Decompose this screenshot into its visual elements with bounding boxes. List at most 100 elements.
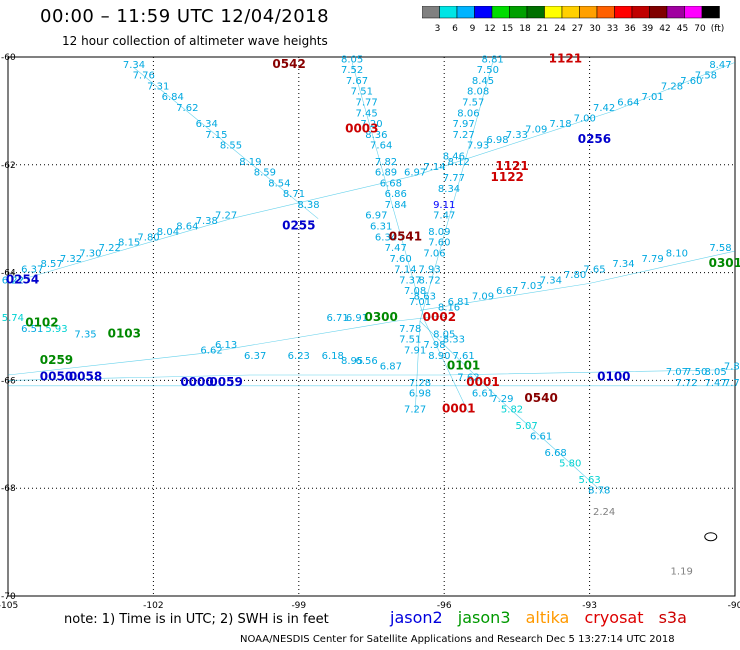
scale-tick-label: 30 <box>589 24 601 34</box>
chart-title: 00:00 – 11:59 UTC 12/04/2018 <box>40 6 330 27</box>
pass-time-label: 0000 <box>180 375 213 389</box>
wave-height-label: 7.01 <box>409 297 431 308</box>
wave-height-label: 8.54 <box>268 178 290 189</box>
wave-height-label: 7.77 <box>443 173 465 184</box>
wave-height-label: 7.29 <box>491 394 513 405</box>
pass-time-label: 0003 <box>345 121 378 135</box>
pass-time-label: 0001 <box>466 375 499 389</box>
wave-height-label: 1.19 <box>671 566 693 577</box>
wave-height-label: 6.86 <box>385 189 407 200</box>
wave-height-label: 7.35 <box>74 329 96 340</box>
wave-height-label: 8.72 <box>419 275 441 286</box>
wave-height-label: 8.46 <box>443 151 465 162</box>
map-frame <box>7 56 736 597</box>
wave-height-label: 8.33 <box>443 335 465 346</box>
scale-tick-label: 33 <box>607 24 618 34</box>
island-outline <box>704 532 718 542</box>
wave-height-label: 8.38 <box>297 200 319 211</box>
wave-height-label: 6.34 <box>375 232 397 243</box>
satellite-track <box>419 250 736 311</box>
y-tick-label: -66 <box>1 376 16 386</box>
wave-height-label: 7.34 <box>540 275 562 286</box>
wave-height-label: 8.05 <box>341 54 363 65</box>
wave-height-label: 6.61 <box>472 389 494 400</box>
wave-height-label: 8.47 <box>709 60 731 71</box>
wave-height-label: 7.09 <box>472 292 494 303</box>
wave-height-label: 7.93 <box>419 265 441 276</box>
pass-time-label: 1121 <box>549 51 582 65</box>
wave-height-label: 7.27 <box>452 130 474 141</box>
wave-height-label: 8.06 <box>457 108 479 119</box>
pass-time-label: 0100 <box>597 369 630 383</box>
wave-height-label: 7.62 <box>176 103 198 114</box>
wave-height-label: 6.37 <box>21 265 43 276</box>
wave-height-label: 6.71 <box>326 313 348 324</box>
wave-height-label: 8.19 <box>239 157 261 168</box>
wave-height-label: 7.60 <box>389 254 411 265</box>
wave-height-label: 7.82 <box>375 157 397 168</box>
pass-time-label: 1122 <box>491 170 524 184</box>
wave-height-label: 7.82 <box>724 362 740 373</box>
satellite-s3a: s3a <box>658 608 687 627</box>
color-scale-legend: 3 6 9 12 15 18 21 24 27 30 33 36 39 42 45 70 (ft) <box>422 6 724 34</box>
wave-height-label: 8.45 <box>472 76 494 87</box>
pass-time-label: 0102 <box>25 316 58 330</box>
wave-height-label: 5.63 <box>578 475 600 486</box>
wave-height-label: 8.09 <box>428 227 450 238</box>
pass-time-label: 0542 <box>272 57 305 71</box>
footer-credit: NOAA/NESDIS Center for Satellite Applica… <box>240 634 675 645</box>
wave-height-label: 8.57 <box>40 259 62 270</box>
wave-height-label: 7.84 <box>385 200 407 211</box>
wave-height-label: 7.03 <box>520 281 542 292</box>
x-tick-label: -96 <box>437 601 452 610</box>
wave-height-label: 8.71 <box>283 189 305 200</box>
wave-height-label: 7.00 <box>574 114 596 125</box>
wave-height-label: 7.09 <box>525 124 547 135</box>
wave-height-label: 7.28 <box>661 81 683 92</box>
wave-height-label: 5.93 <box>45 324 67 335</box>
wave-height-label: 8.12 <box>448 157 470 168</box>
wave-height-label: 7.20 <box>360 119 382 130</box>
scale-tick-label: 42 <box>659 24 670 34</box>
wave-height-label: 7.30 <box>79 248 101 259</box>
wave-height-label: 7.58 <box>695 71 717 82</box>
pass-time-label: 0540 <box>524 391 557 405</box>
y-tick-label: -64 <box>1 269 16 279</box>
satellite-track <box>7 315 445 376</box>
wave-height-label: 5.80 <box>559 459 581 470</box>
satellite-track <box>133 67 319 219</box>
pass-time-label: 0103 <box>108 326 141 340</box>
y-tick-label: -68 <box>1 484 16 494</box>
wave-height-label: 6.67 <box>496 286 518 297</box>
pass-time-label: 0255 <box>282 218 315 232</box>
scale-tick-label: 12 <box>484 24 495 34</box>
wave-height-label: 8.78 <box>588 486 610 497</box>
pass-time-label: 0058 <box>69 369 102 383</box>
wave-height-label: 7.28 <box>409 378 431 389</box>
wave-height-label: 8.95 <box>341 356 363 367</box>
wave-height-label: 6.62 <box>200 345 222 356</box>
wave-height-label: 6.51 <box>21 324 43 335</box>
wave-height-label: 7.60 <box>428 238 450 249</box>
wave-height-label: 7.38 <box>196 216 218 227</box>
wave-height-label: 7.60 <box>680 76 702 87</box>
wave-height-label: 7.06 <box>423 248 445 259</box>
wave-height-label: 7.98 <box>423 340 445 351</box>
wave-height-label: 7.78 <box>399 324 421 335</box>
wave-height-label: 7.76 <box>724 378 740 389</box>
wave-height-label: 7.93 <box>467 141 489 152</box>
x-tick-label: -102 <box>143 601 163 610</box>
wave-height-label: 9.11 <box>433 200 455 211</box>
scale-tick-label: 24 <box>554 24 566 34</box>
wave-height-label: 8.59 <box>254 168 276 179</box>
wave-height-label: 7.76 <box>133 71 155 82</box>
wave-height-label: 7.91 <box>404 345 426 356</box>
wave-height-label: 6.37 <box>244 351 266 362</box>
scale-swatch <box>701 6 720 19</box>
x-tick-label: -99 <box>291 601 306 610</box>
wave-height-label: 8.16 <box>438 302 460 313</box>
wave-height-label: 6.97 <box>365 211 387 222</box>
wave-height-label: 7.50 <box>477 65 499 76</box>
wave-height-label: 6.98 <box>486 135 508 146</box>
wave-height-label: 7.61 <box>452 351 474 362</box>
